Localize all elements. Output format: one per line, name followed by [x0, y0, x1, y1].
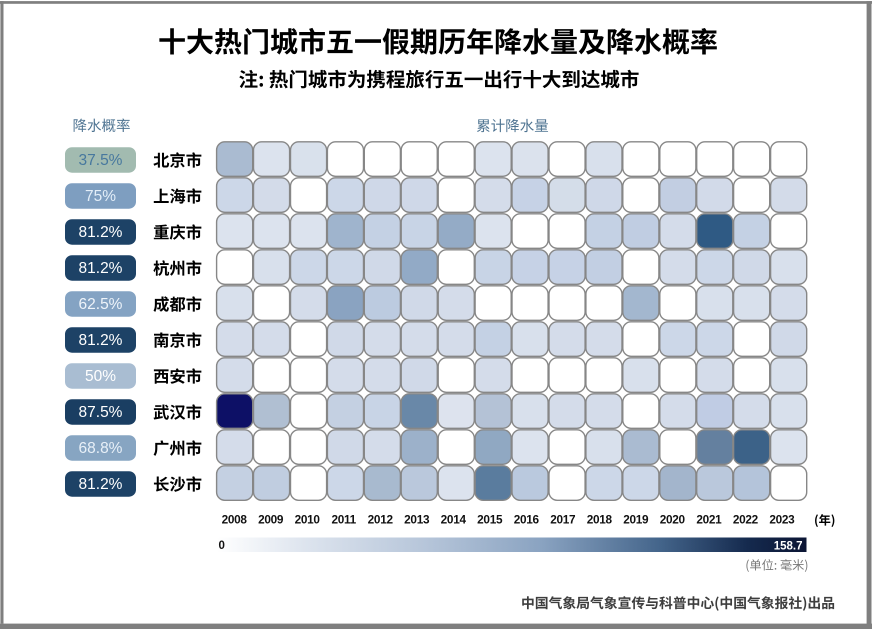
svg-text:2014: 2014	[441, 513, 467, 527]
svg-text:2022: 2022	[733, 513, 759, 527]
svg-text:2016: 2016	[514, 513, 540, 527]
svg-text:2012: 2012	[368, 513, 394, 527]
svg-text:87.5%: 87.5%	[79, 404, 123, 421]
svg-text:2020: 2020	[660, 513, 686, 527]
svg-text:2015: 2015	[477, 513, 503, 527]
svg-text:2011: 2011	[331, 513, 356, 527]
svg-text:2008: 2008	[222, 513, 248, 527]
svg-text:81.2%: 81.2%	[79, 332, 123, 349]
svg-text:2023: 2023	[769, 513, 795, 527]
svg-text:2013: 2013	[404, 513, 430, 527]
svg-text:0: 0	[219, 540, 225, 552]
svg-text:75%: 75%	[85, 188, 116, 205]
svg-text:2009: 2009	[258, 513, 284, 527]
svg-text:81.2%: 81.2%	[79, 224, 123, 241]
svg-text:2017: 2017	[550, 513, 576, 527]
svg-text:158.7: 158.7	[774, 541, 803, 553]
svg-text:62.5%: 62.5%	[79, 296, 123, 313]
svg-text:2021: 2021	[696, 513, 722, 527]
svg-text:2019: 2019	[623, 513, 649, 527]
svg-text:37.5%: 37.5%	[79, 152, 123, 169]
svg-text:68.8%: 68.8%	[79, 440, 123, 457]
svg-text:2018: 2018	[587, 513, 613, 527]
svg-text:81.2%: 81.2%	[79, 260, 123, 277]
svg-text:50%: 50%	[85, 368, 116, 385]
svg-text:81.2%: 81.2%	[79, 476, 123, 493]
svg-text:2010: 2010	[295, 513, 321, 527]
